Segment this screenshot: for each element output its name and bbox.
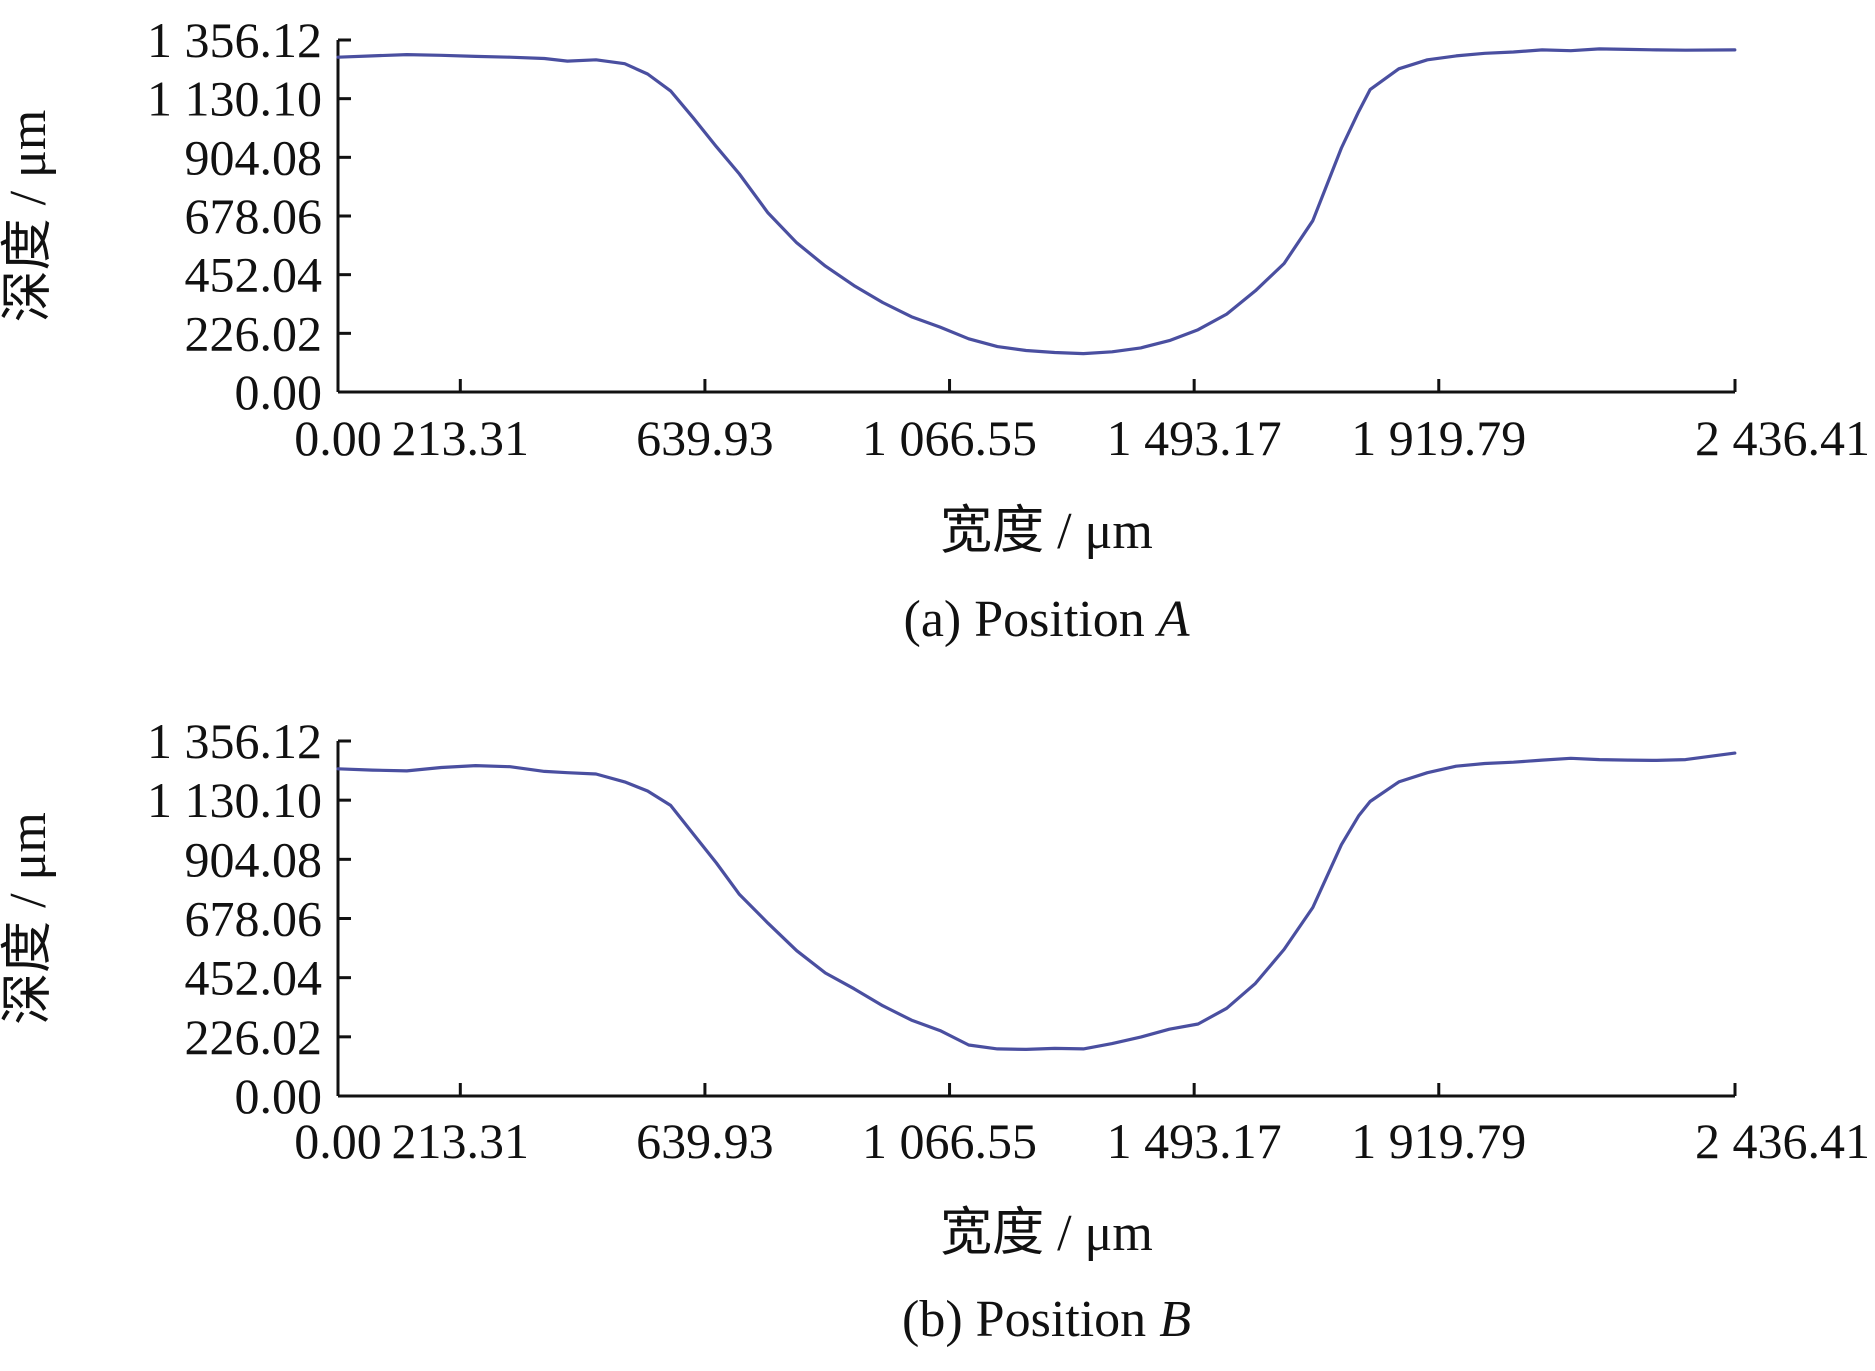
x-tick-label: 1 493.17 <box>1107 410 1282 466</box>
y-axis-label: 深度 / μm <box>0 812 57 1025</box>
x-tick-label: 639.93 <box>636 1113 774 1169</box>
x-tick-label: 1 066.55 <box>862 410 1037 466</box>
y-tick-label: 904.08 <box>185 831 323 887</box>
x-tick-label: 0.00 <box>294 410 382 466</box>
chart-panel-a: 0.00 213.31 639.93 1 066.55 1 493.17 1 919.79… <box>0 12 1870 648</box>
x-tick-label: 2 436.41 <box>1695 1113 1870 1169</box>
caption-position-letter: A <box>1155 591 1190 648</box>
y-tick-label: 678.06 <box>185 188 323 244</box>
series-line <box>336 47 1737 356</box>
x-tick-label: 213.31 <box>392 410 530 466</box>
chart-panel-b: 0.00 213.31 639.93 1 066.55 1 493.17 1 919.79… <box>0 713 1870 1348</box>
x-tick-label: 2 436.41 <box>1695 410 1870 466</box>
caption-text: (a) Position <box>904 591 1158 648</box>
y-tick-label: 1 356.12 <box>147 12 322 68</box>
panel-caption: (a) Position A <box>904 591 1190 648</box>
y-axis-label: 深度 / μm <box>0 110 57 323</box>
y-tick-label: 226.02 <box>185 1009 323 1065</box>
x-tick-label: 1 493.17 <box>1107 1113 1282 1169</box>
y-tick-label: 0.00 <box>235 1068 323 1124</box>
series-line <box>336 751 1737 1051</box>
x-tick-label: 1 919.79 <box>1351 1113 1526 1169</box>
y-tick-label: 0.00 <box>235 364 323 420</box>
x-tick-label: 639.93 <box>636 410 774 466</box>
y-tick-label: 452.04 <box>185 247 323 303</box>
y-tick-label: 1 130.10 <box>147 772 322 828</box>
y-tick-label: 226.02 <box>185 305 323 361</box>
x-tick-label: 1 919.79 <box>1351 410 1526 466</box>
y-tick-label: 678.06 <box>185 891 323 947</box>
x-tick-label: 1 066.55 <box>862 1113 1037 1169</box>
y-tick-label: 904.08 <box>185 129 323 185</box>
caption-position-letter: B <box>1159 1291 1191 1348</box>
x-tick-label: 213.31 <box>392 1113 530 1169</box>
y-tick-label: 452.04 <box>185 950 323 1006</box>
x-tick-label: 0.00 <box>294 1113 382 1169</box>
y-tick-label: 1 130.10 <box>147 71 322 127</box>
panel-caption: (b) Position B <box>902 1291 1191 1348</box>
x-axis-label: 宽度 / μm <box>940 503 1153 560</box>
caption-text: (b) Position <box>902 1291 1159 1348</box>
x-axis-label: 宽度 / μm <box>940 1205 1153 1262</box>
y-tick-label: 1 356.12 <box>147 713 322 769</box>
